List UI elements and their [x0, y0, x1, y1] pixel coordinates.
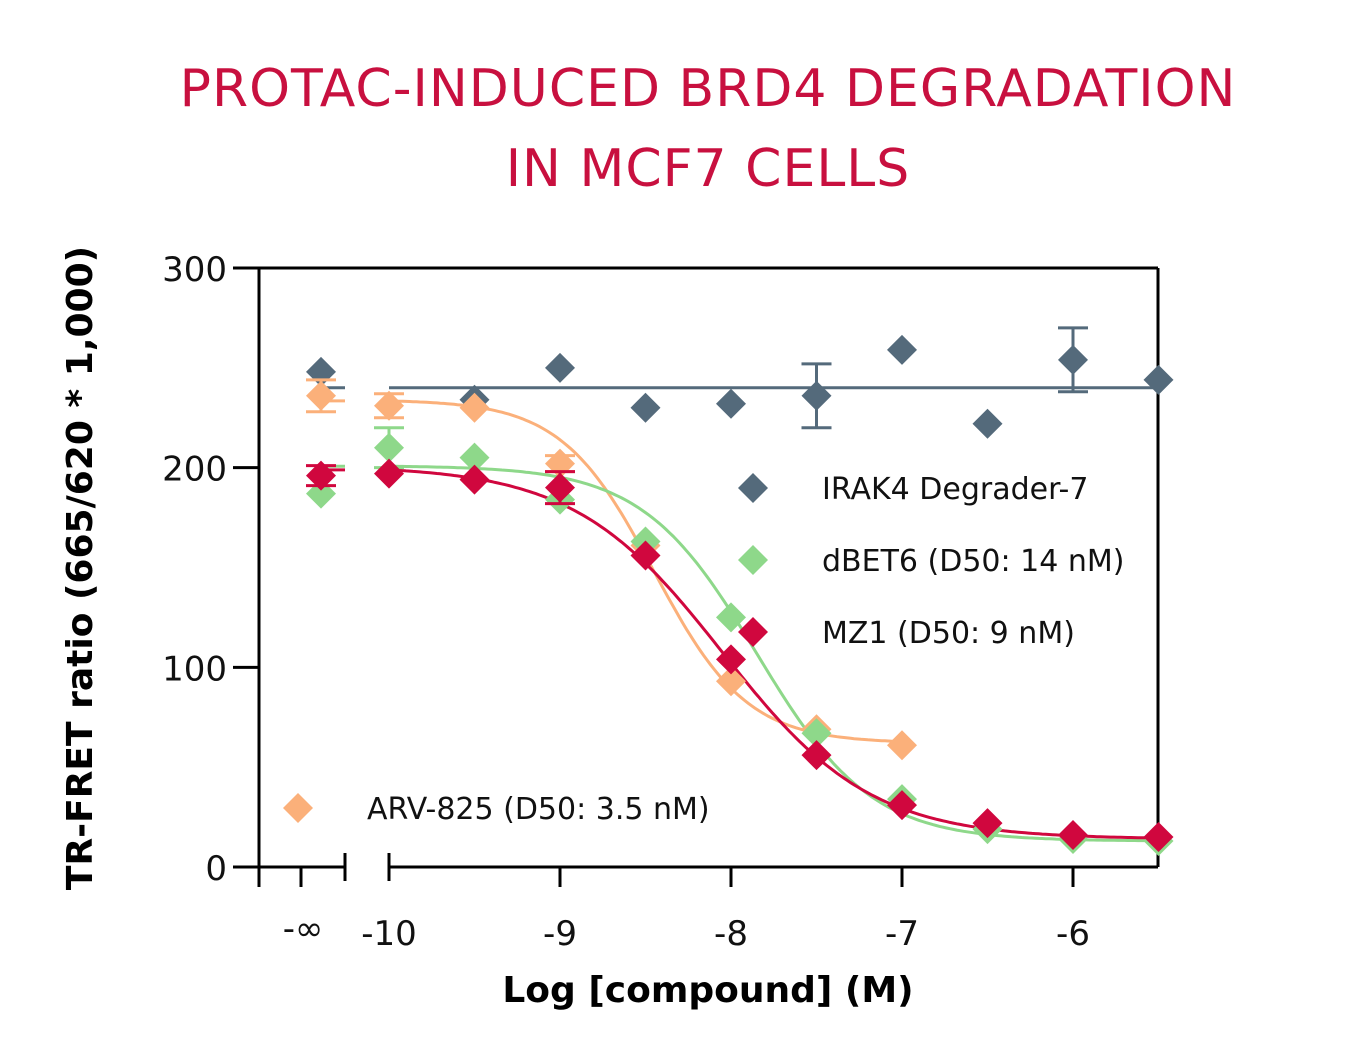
- data-point: [972, 408, 1003, 439]
- legend-label: dBET6 (D50: 14 nM): [822, 544, 1124, 579]
- x-tick-label: -6: [1056, 914, 1090, 954]
- data-point: [716, 602, 746, 633]
- y-axis-title: TR-FRET ratio (665/620 * 1,000): [60, 246, 101, 890]
- data-point: [887, 730, 917, 761]
- y-tick-label: 300: [162, 250, 227, 290]
- data-point: [459, 464, 490, 495]
- x-tick-label: -9: [543, 914, 577, 954]
- data-point: [1143, 364, 1174, 395]
- legend-label: IRAK4 Degrader-7: [822, 472, 1088, 507]
- data-point: [801, 380, 832, 411]
- data-point: [716, 644, 746, 675]
- data-point: [459, 392, 490, 423]
- data-point-control: [306, 380, 336, 411]
- chart-title-line-2: IN MCF7 CELLS: [506, 139, 911, 199]
- data-point: [1143, 822, 1174, 853]
- legend-marker: [283, 793, 313, 823]
- data-point: [801, 718, 832, 749]
- data-point: [716, 388, 746, 419]
- data-point: [887, 334, 917, 365]
- legend-label: MZ1 (D50: 9 nM): [822, 616, 1075, 651]
- data-point-control: [306, 460, 336, 491]
- data-point: [545, 352, 575, 383]
- legend-marker: [738, 545, 768, 575]
- y-tick-label: 100: [162, 649, 227, 689]
- data-point: [459, 442, 490, 473]
- legend-label: ARV-825 (D50: 3.5 nM): [367, 792, 710, 827]
- fit-curve: [388, 468, 1159, 840]
- x-tick-label: -8: [714, 914, 748, 954]
- axes: 0 100 200 300 -10 -9 -8 -7 -6 -∞: [162, 250, 1160, 954]
- data-point: [1058, 820, 1088, 851]
- chart-title-line-1: PROTAC-INDUCED BRD4 DEGRADATION: [180, 59, 1237, 119]
- data-points: [306, 326, 1174, 857]
- legend-marker: [738, 617, 768, 647]
- data-point: [374, 432, 404, 463]
- x-tick-label: -10: [361, 914, 417, 954]
- data-point: [630, 540, 661, 571]
- legend: IRAK4 Degrader-7 dBET6 (D50: 14 nM) MZ1 (D…: [283, 472, 1124, 827]
- data-point: [545, 472, 575, 503]
- legend-marker: [738, 473, 768, 503]
- data-point: [374, 458, 404, 489]
- data-point: [887, 790, 917, 821]
- data-point: [716, 666, 746, 697]
- x-tick-label-neg-inf: -∞: [283, 909, 324, 949]
- y-tick-label: 0: [205, 849, 227, 889]
- data-point: [972, 808, 1003, 839]
- data-point: [1058, 344, 1088, 375]
- y-tick-label: 200: [162, 450, 227, 490]
- fit-curve: [389, 464, 1159, 843]
- x-axis-title: Log [compound] (M): [502, 970, 913, 1011]
- x-tick-label: -7: [885, 914, 919, 954]
- data-point: [801, 740, 832, 771]
- data-point: [630, 392, 661, 423]
- data-point: [374, 390, 404, 421]
